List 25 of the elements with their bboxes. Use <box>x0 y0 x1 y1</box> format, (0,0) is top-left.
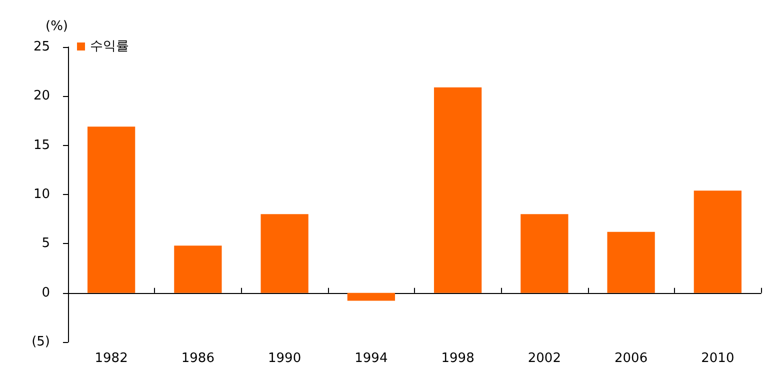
bar <box>520 214 568 293</box>
x-tick-label: 1982 <box>94 351 128 366</box>
y-tick-label: 15 <box>33 138 50 153</box>
x-tick-label: 2006 <box>614 351 648 366</box>
bar <box>87 126 136 293</box>
bar <box>607 232 655 293</box>
y-tick-label: 20 <box>33 88 50 104</box>
y-axis-title: (%) <box>46 19 68 34</box>
x-tick-label: 1998 <box>441 351 474 366</box>
bar <box>260 214 308 293</box>
x-tick-label: 2002 <box>528 351 561 366</box>
y-tick-label: (5) <box>32 334 50 350</box>
legend-label: 수익률 <box>90 39 129 54</box>
y-tick-label: 5 <box>42 236 50 252</box>
x-tick-label: 1986 <box>181 351 214 366</box>
bar <box>174 246 222 293</box>
y-tick-label: 25 <box>33 40 50 54</box>
y-tick-label: 10 <box>33 187 50 202</box>
bar <box>434 87 482 293</box>
x-tick-label: 1994 <box>354 351 388 366</box>
bar <box>694 190 742 293</box>
bar <box>347 292 396 301</box>
x-tick-label: 2010 <box>701 351 734 366</box>
y-tick-label: 0 <box>42 285 50 300</box>
x-tick-label: 1990 <box>268 351 302 366</box>
